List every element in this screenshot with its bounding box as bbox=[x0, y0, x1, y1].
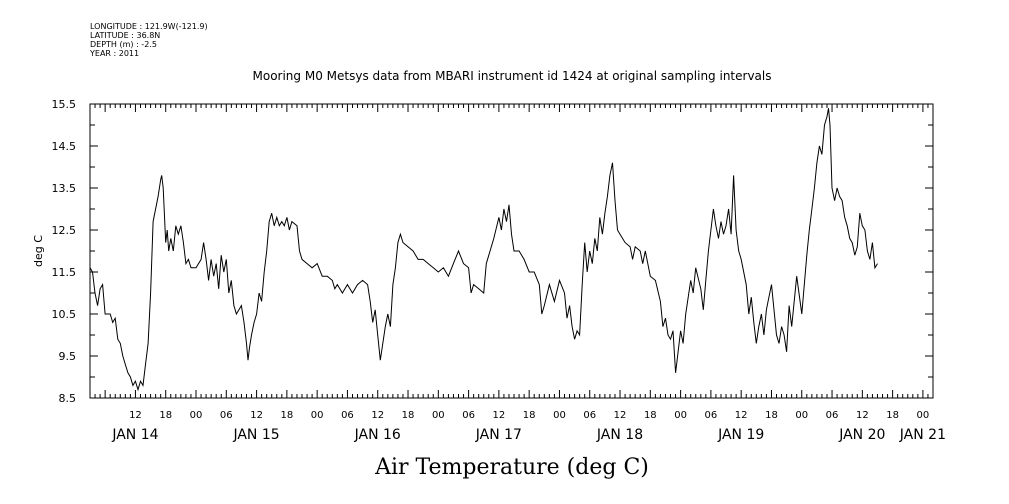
x-tick-label: 18 bbox=[159, 410, 172, 421]
year-text: YEAR : 2011 bbox=[90, 49, 140, 58]
y-tick-label: 11.5 bbox=[52, 266, 77, 279]
x-tick-label: 00 bbox=[432, 410, 445, 421]
x-day-label: JAN 14 bbox=[111, 427, 158, 443]
x-tick-label: 12 bbox=[735, 410, 748, 421]
x-tick-label: 18 bbox=[402, 410, 415, 421]
x-axis: 12 18 00 06 12 18 00 06 12 18 00 06 12 18 00 06 12 18 00 06… bbox=[89, 104, 946, 443]
y-tick-label: 8.5 bbox=[59, 392, 77, 405]
x-tick-label: 06 bbox=[220, 410, 233, 421]
x-tick-label: 12 bbox=[614, 410, 627, 421]
x-axis-label: Air Temperature (deg C) bbox=[374, 455, 649, 480]
y-tick-label: 15.5 bbox=[52, 98, 77, 111]
x-tick-label: 12 bbox=[493, 410, 506, 421]
x-tick-label: 06 bbox=[462, 410, 475, 421]
x-tick-label: 18 bbox=[886, 410, 899, 421]
x-day-label: JAN 19 bbox=[717, 427, 764, 443]
x-tick-label: 06 bbox=[705, 410, 718, 421]
series-line-air-temperature bbox=[89, 108, 878, 392]
y-tick-label: 9.5 bbox=[59, 350, 77, 363]
x-tick-label: 18 bbox=[644, 410, 657, 421]
x-tick-label: 00 bbox=[917, 410, 930, 421]
plot-frame bbox=[89, 103, 934, 399]
x-tick-label: 18 bbox=[765, 410, 778, 421]
x-tick-label: 12 bbox=[371, 410, 384, 421]
x-tick-label: 12 bbox=[856, 410, 869, 421]
x-day-label: JAN 20 bbox=[838, 427, 885, 443]
y-tick-label: 12.5 bbox=[52, 224, 77, 237]
x-tick-label: 12 bbox=[250, 410, 263, 421]
x-tick-label: 12 bbox=[129, 410, 142, 421]
latitude-text: LATITUDE : 36.8N bbox=[90, 31, 161, 40]
y-tick-label: 14.5 bbox=[52, 140, 77, 153]
metadata-block: LONGITUDE : 121.9W(-121.9) LATITUDE : 36… bbox=[90, 22, 208, 58]
longitude-text: LONGITUDE : 121.9W(-121.9) bbox=[90, 22, 208, 31]
x-day-label: JAN 21 bbox=[899, 427, 946, 443]
x-day-label: JAN 16 bbox=[354, 427, 401, 443]
x-tick-label: 06 bbox=[341, 410, 354, 421]
x-tick-label: 00 bbox=[190, 410, 203, 421]
x-tick-label: 06 bbox=[583, 410, 596, 421]
x-day-label: JAN 18 bbox=[596, 427, 643, 443]
x-tick-label: 00 bbox=[674, 410, 687, 421]
x-tick-label: 18 bbox=[281, 410, 294, 421]
y-tick-label: 10.5 bbox=[52, 308, 77, 321]
x-tick-label: 00 bbox=[311, 410, 324, 421]
y-tick-label: 13.5 bbox=[52, 182, 77, 195]
x-tick-label: 00 bbox=[553, 410, 566, 421]
chart-title: Mooring M0 Metsys data from MBARI instru… bbox=[253, 69, 772, 83]
x-tick-label: 18 bbox=[523, 410, 536, 421]
x-tick-label: 00 bbox=[795, 410, 808, 421]
x-day-label: JAN 17 bbox=[475, 427, 522, 443]
y-axis: 8.5 9.5 10.5 11.5 12.5 13.5 14.5 15.5 bbox=[52, 98, 933, 405]
y-axis-label: deg C bbox=[32, 235, 45, 267]
x-day-label: JAN 15 bbox=[232, 427, 279, 443]
x-tick-label: 06 bbox=[826, 410, 839, 421]
depth-text: DEPTH (m) : -2.5 bbox=[90, 40, 157, 49]
